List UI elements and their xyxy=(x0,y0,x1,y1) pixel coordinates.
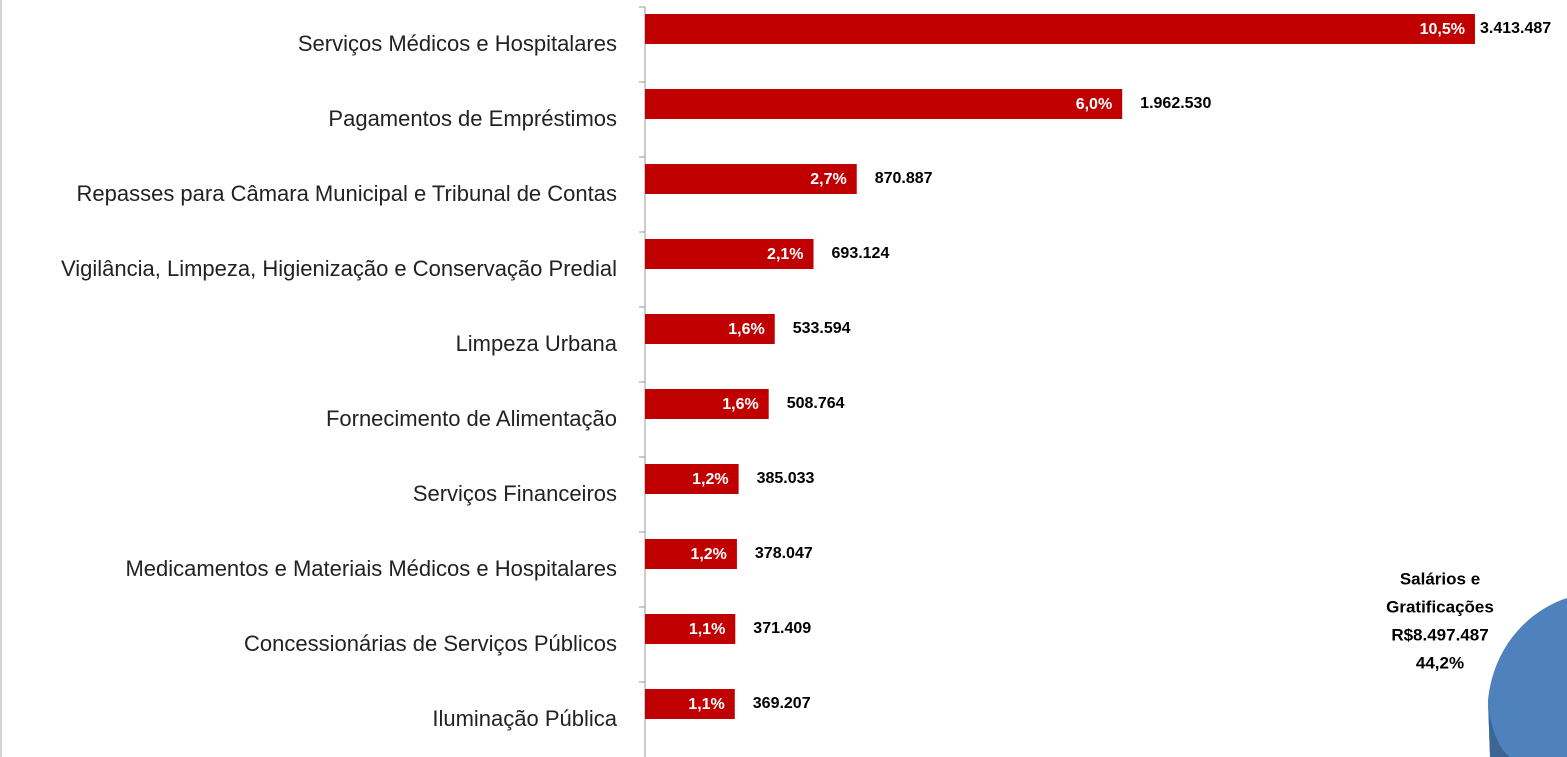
bar xyxy=(645,689,735,719)
value-label: 385.033 xyxy=(757,470,815,487)
category-label: Serviços Financeiros xyxy=(413,481,617,506)
bar xyxy=(645,539,737,569)
category-label: Pagamentos de Empréstimos xyxy=(328,106,617,131)
bar xyxy=(645,464,739,494)
value-label: 371.409 xyxy=(753,620,811,637)
value-label: 533.594 xyxy=(793,320,851,337)
annotation: R$8.497.487 xyxy=(1391,625,1488,644)
category-label: Fornecimento de Alimentação xyxy=(326,406,617,431)
share-label: 1,6% xyxy=(728,321,764,338)
bar xyxy=(645,614,736,644)
share-label: 10,5% xyxy=(1420,21,1465,38)
bar xyxy=(645,239,814,269)
bar xyxy=(645,14,1475,44)
value-label: 870.887 xyxy=(875,170,933,187)
share-label: 1,6% xyxy=(722,396,758,413)
bar xyxy=(645,164,857,194)
value-label: 369.207 xyxy=(753,695,811,712)
annotation: Gratificações xyxy=(1386,597,1494,616)
value-label: 378.047 xyxy=(755,545,813,562)
bar xyxy=(645,89,1123,119)
share-label: 1,2% xyxy=(690,546,726,563)
share-label: 6,0% xyxy=(1076,96,1112,113)
value-label: 693.124 xyxy=(832,245,890,262)
bar xyxy=(645,389,769,419)
value-label: 3.413.487 xyxy=(1480,20,1551,37)
share-label: 1,1% xyxy=(688,696,724,713)
pie-fragment xyxy=(1488,598,1567,757)
share-label: 2,7% xyxy=(810,171,846,188)
share-label: 1,2% xyxy=(692,471,728,488)
annotation: Salários e xyxy=(1400,569,1480,588)
bar xyxy=(645,314,775,344)
value-label: 1.962.530 xyxy=(1140,95,1211,112)
category-label: Serviços Médicos e Hospitalares xyxy=(298,31,617,56)
category-label: Vigilância, Limpeza, Higienização e Cons… xyxy=(61,256,617,281)
share-label: 1,1% xyxy=(689,621,725,638)
share-label: 2,1% xyxy=(767,246,803,263)
category-label: Repasses para Câmara Municipal e Tribuna… xyxy=(76,181,617,206)
category-label: Iluminação Pública xyxy=(432,706,617,731)
category-label: Limpeza Urbana xyxy=(456,331,618,356)
category-label: Medicamentos e Materiais Médicos e Hospi… xyxy=(125,556,617,581)
pie-side xyxy=(1488,700,1510,757)
value-label: 508.764 xyxy=(787,395,845,412)
category-label: Concessionárias de Serviços Públicos xyxy=(244,631,617,656)
annotation: 44,2% xyxy=(1416,653,1464,672)
